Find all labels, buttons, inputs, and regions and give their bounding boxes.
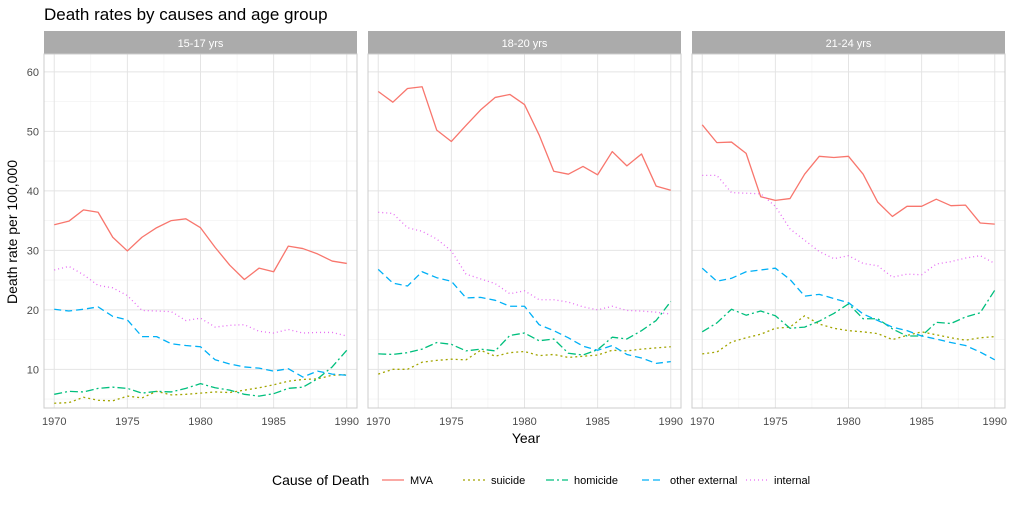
y-tick-label: 10	[27, 364, 39, 376]
series-line-MVA	[377, 86, 671, 191]
y-tick-label: 20	[27, 305, 39, 317]
x-tick-label: 1980	[836, 416, 860, 428]
series-line-internal	[378, 211, 671, 315]
x-tick-label: 1990	[335, 416, 359, 428]
y-tick-label: 60	[27, 67, 39, 79]
panel-border	[691, 53, 1006, 409]
facet-strip-label: 21-24 yrs	[826, 38, 872, 50]
series-line-other-external	[377, 268, 671, 365]
series-line-MVA	[701, 124, 995, 225]
legend-item-MVA: MVA	[382, 475, 434, 487]
panel-15-17-yrs: 15-17 yrs 1970 1975 1980 1985 1990 10 20 30 40 50 6…	[27, 31, 359, 428]
series-line-other-external	[54, 306, 347, 378]
legend-title: Cause of Death	[272, 472, 369, 488]
facet-strip-label: 15-17 yrs	[178, 38, 224, 50]
x-tick-label: 1985	[261, 416, 285, 428]
series-line-homicide	[54, 349, 348, 397]
x-tick-label: 1980	[188, 416, 212, 428]
series-line-suicide	[378, 346, 671, 375]
x-tick-label: 1975	[763, 416, 787, 428]
y-tick-label: 40	[27, 186, 39, 198]
series-line-other-external	[701, 267, 996, 361]
x-tick-label: 1975	[115, 416, 139, 428]
legend-label: suicide	[491, 475, 525, 487]
legend-label: MVA	[410, 475, 434, 487]
y-axis-title: Death rate per 100,000	[4, 160, 20, 304]
x-tick-label: 1985	[909, 416, 933, 428]
series-line-internal	[702, 174, 996, 278]
x-axis-title: Year	[512, 430, 541, 446]
panel-border	[367, 53, 682, 409]
legend-item-other-external: other external	[642, 475, 737, 487]
x-tick-label: 1985	[585, 416, 609, 428]
facet-strip	[692, 31, 1005, 54]
panel-21-24-yrs: 21-24 yrs 1970 1975 1980 1985 1990	[690, 31, 1007, 428]
x-tick-label: 1970	[366, 416, 390, 428]
x-tick-label: 1990	[983, 416, 1007, 428]
legend-items: MVA suicide homicide other external internal	[382, 475, 810, 487]
legend-label: homicide	[574, 475, 618, 487]
facet-strip-label: 18-20 yrs	[502, 38, 548, 50]
series-line-homicide	[701, 289, 996, 337]
legend-item-internal: internal	[746, 475, 810, 487]
panel-border	[43, 53, 358, 409]
legend: Cause of Death MVA suicide homicide other e…	[272, 472, 810, 488]
panel-18-20-yrs: 18-20 yrs 1970 1975 1980 1985 1990	[366, 31, 683, 428]
series-line-suicide	[54, 374, 347, 404]
series-line-homicide	[378, 301, 672, 356]
series-line-MVA	[54, 209, 347, 281]
legend-label: internal	[774, 475, 810, 487]
y-tick-label: 30	[27, 245, 39, 257]
x-tick-label: 1970	[42, 416, 66, 428]
x-tick-label: 1980	[512, 416, 536, 428]
y-tick-label: 50	[27, 126, 39, 138]
x-tick-label: 1990	[659, 416, 683, 428]
x-tick-label: 1970	[690, 416, 714, 428]
chart-panels: 15-17 yrs 1970 1975 1980 1985 1990 10 20 30 40 50 6…	[27, 31, 1007, 428]
x-tick-label: 1975	[439, 416, 463, 428]
legend-item-suicide: suicide	[463, 475, 525, 487]
chart-title: Death rates by causes and age group	[44, 5, 328, 24]
legend-item-homicide: homicide	[546, 475, 618, 487]
legend-label: other external	[670, 475, 737, 487]
facet-strip	[368, 31, 681, 54]
facet-strip	[44, 31, 357, 54]
